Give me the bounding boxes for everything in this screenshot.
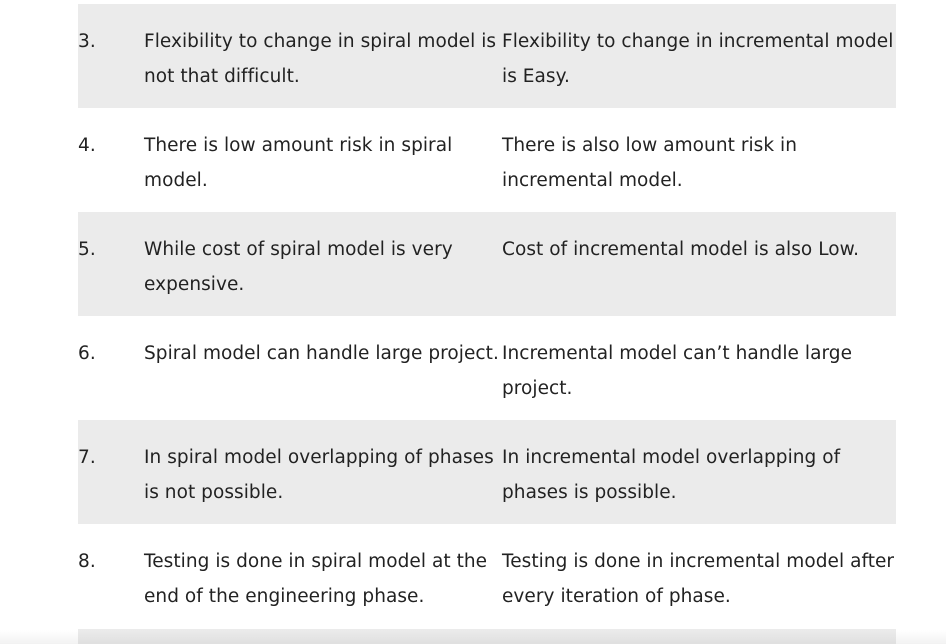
spiral-model-cell: In spiral model overlapping of phases is… [144, 447, 494, 503]
table-row: 7. In spiral model overlapping of phases… [78, 420, 896, 524]
incremental-model-cell: Cost of incremental model is also Low. [502, 239, 860, 260]
row-number: 7. [78, 447, 96, 468]
incremental-model-cell: There is also low amount risk in increme… [502, 135, 798, 191]
row-number: 5. [78, 239, 96, 260]
table-row: 5. While cost of spiral model is very ex… [78, 212, 896, 316]
comparison-table-container: 3. Flexibility to change in spiral model… [78, 4, 896, 628]
incremental-model-cell: Flexibility to change in incremental mod… [502, 31, 894, 87]
comparison-table: 3. Flexibility to change in spiral model… [78, 4, 896, 628]
table-row: 4. There is low amount risk in spiral mo… [78, 108, 896, 212]
row-number: 4. [78, 135, 96, 156]
table-row: 3. Flexibility to change in spiral model… [78, 4, 896, 108]
table-row: 8. Testing is done in spiral model at th… [78, 524, 896, 628]
row-number: 8. [78, 551, 96, 572]
row-number: 3. [78, 31, 96, 52]
incremental-model-cell: In incremental model overlapping of phas… [502, 447, 841, 503]
spiral-model-cell: While cost of spiral model is very expen… [144, 239, 453, 295]
spiral-model-cell: Flexibility to change in spiral model is… [144, 31, 497, 87]
next-row-strip [78, 629, 896, 644]
row-number: 6. [78, 343, 96, 364]
spiral-model-cell: Spiral model can handle large project. [144, 343, 499, 364]
spiral-model-cell: There is low amount risk in spiral model… [144, 135, 453, 191]
table-row: 6. Spiral model can handle large project… [78, 316, 896, 420]
spiral-model-cell: Testing is done in spiral model at the e… [144, 551, 488, 607]
incremental-model-cell: Testing is done in incremental model aft… [502, 551, 895, 607]
incremental-model-cell: Incremental model can’t handle large pro… [502, 343, 853, 399]
